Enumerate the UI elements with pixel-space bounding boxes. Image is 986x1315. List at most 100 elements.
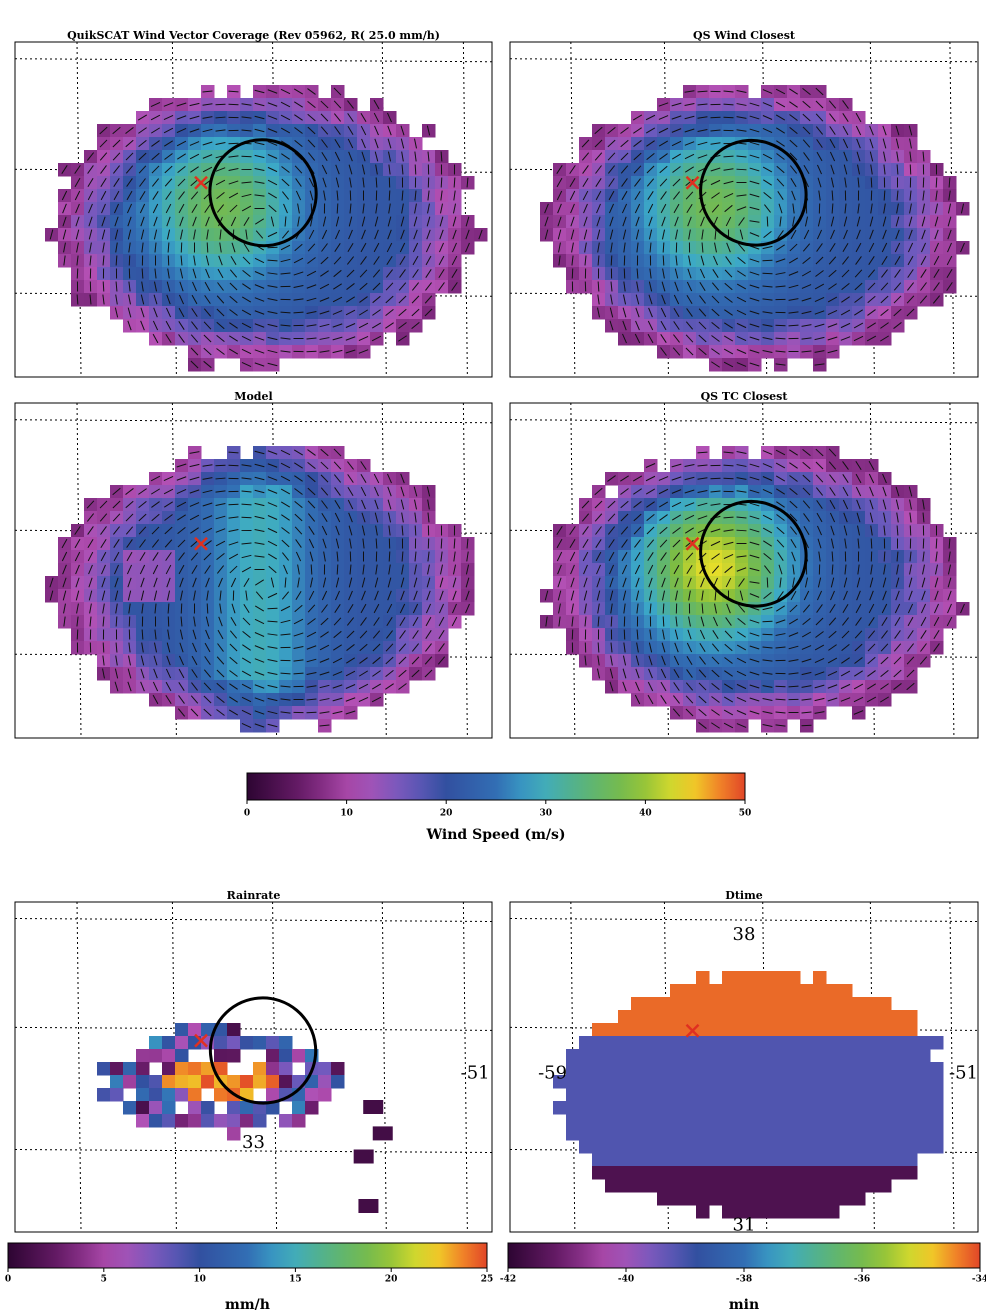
data-cell — [904, 1114, 918, 1128]
data-cell — [605, 1153, 619, 1167]
data-cell — [787, 1049, 801, 1063]
wind-vector — [129, 617, 130, 627]
data-cell — [904, 1023, 918, 1037]
data-cell — [657, 1023, 671, 1037]
data-cell — [670, 1179, 684, 1193]
data-cell — [696, 1075, 710, 1089]
data-cell — [279, 1062, 293, 1076]
data-cell — [696, 1049, 710, 1063]
data-cell — [865, 1036, 879, 1050]
data-cell — [839, 1140, 853, 1154]
data-cell — [631, 1049, 645, 1063]
data-cell — [605, 1088, 619, 1102]
data-cell — [683, 1036, 697, 1050]
data-cell — [826, 1140, 840, 1154]
data-cell — [748, 1010, 762, 1024]
data-cell — [618, 1153, 632, 1167]
data-cell — [891, 1153, 905, 1167]
data-cell — [683, 1166, 697, 1180]
data-cell — [839, 1153, 853, 1167]
map-label: 33 — [242, 1132, 265, 1153]
data-cell — [787, 1101, 801, 1115]
data-cell — [761, 1166, 775, 1180]
data-cell — [774, 984, 788, 998]
data-cell — [683, 1114, 697, 1128]
data-cell — [722, 1114, 736, 1128]
data-cell — [839, 1127, 853, 1141]
data-cell — [266, 1088, 280, 1102]
data-cell — [279, 1049, 293, 1063]
data-cell — [735, 1114, 749, 1128]
data-cell — [787, 1010, 801, 1024]
data-cell — [891, 1140, 905, 1154]
data-cell — [774, 1114, 788, 1128]
data-cell — [826, 1036, 840, 1050]
data-cell — [175, 1114, 189, 1128]
data-cell — [592, 1166, 606, 1180]
data-cell — [253, 1075, 267, 1089]
data-cell — [878, 1140, 892, 1154]
data-cell — [878, 1127, 892, 1141]
wind-vector — [789, 686, 799, 687]
wind-vector — [229, 504, 239, 505]
data-cell — [930, 1036, 944, 1050]
data-cell — [657, 1114, 671, 1128]
data-cell — [904, 1127, 918, 1141]
data-cell — [839, 1049, 853, 1063]
data-cell — [813, 997, 827, 1011]
data-cell — [878, 1062, 892, 1076]
data-cell — [735, 1101, 749, 1115]
data-cell — [852, 1075, 866, 1089]
data-cell — [891, 1088, 905, 1102]
data-cell — [631, 1075, 645, 1089]
panel-title: QS TC Closest — [701, 390, 789, 403]
data-cell — [709, 1166, 723, 1180]
data-cell — [214, 1049, 228, 1063]
data-cell — [670, 1101, 684, 1115]
data-cell — [618, 1114, 632, 1128]
data-cell — [852, 1101, 866, 1115]
data-cell — [696, 1036, 710, 1050]
data-cell — [774, 1075, 788, 1089]
map-label: -51 — [461, 1063, 490, 1084]
data-cell — [305, 1088, 319, 1102]
data-cell — [800, 1179, 814, 1193]
data-cell — [696, 1166, 710, 1180]
data-cell — [657, 1088, 671, 1102]
data-cell — [670, 1166, 684, 1180]
data-cell — [605, 1140, 619, 1154]
panel-title: Dtime — [725, 889, 762, 902]
wind-vector — [936, 539, 937, 549]
wind-vector — [77, 269, 78, 279]
data-cell — [800, 997, 814, 1011]
data-cell — [891, 1010, 905, 1024]
data-cell — [579, 1075, 593, 1089]
data-cell — [826, 1179, 840, 1193]
data-cell — [279, 1036, 293, 1050]
data-cell — [904, 1036, 918, 1050]
data-cell — [566, 1062, 580, 1076]
data-cell — [839, 1179, 853, 1193]
data-cell — [644, 1075, 658, 1089]
data-cell — [683, 1049, 697, 1063]
data-cell — [579, 1049, 593, 1063]
data-cell — [110, 1075, 124, 1089]
data-cell — [878, 1166, 892, 1180]
data-cell — [696, 1088, 710, 1102]
data-cell — [618, 1166, 632, 1180]
data-cell — [670, 1075, 684, 1089]
data-cell — [774, 1049, 788, 1063]
wind-vector — [142, 269, 143, 279]
data-cell — [787, 1127, 801, 1141]
data-cell — [813, 1114, 827, 1128]
data-cell — [800, 1075, 814, 1089]
panel-title: QS Wind Closest — [693, 29, 796, 42]
data-cell — [800, 1036, 814, 1050]
data-cell — [735, 1166, 749, 1180]
data-cell — [722, 1023, 736, 1037]
data-cell — [839, 1062, 853, 1076]
data-cell — [670, 1088, 684, 1102]
data-cell — [292, 1114, 306, 1128]
data-cell — [865, 1049, 879, 1063]
